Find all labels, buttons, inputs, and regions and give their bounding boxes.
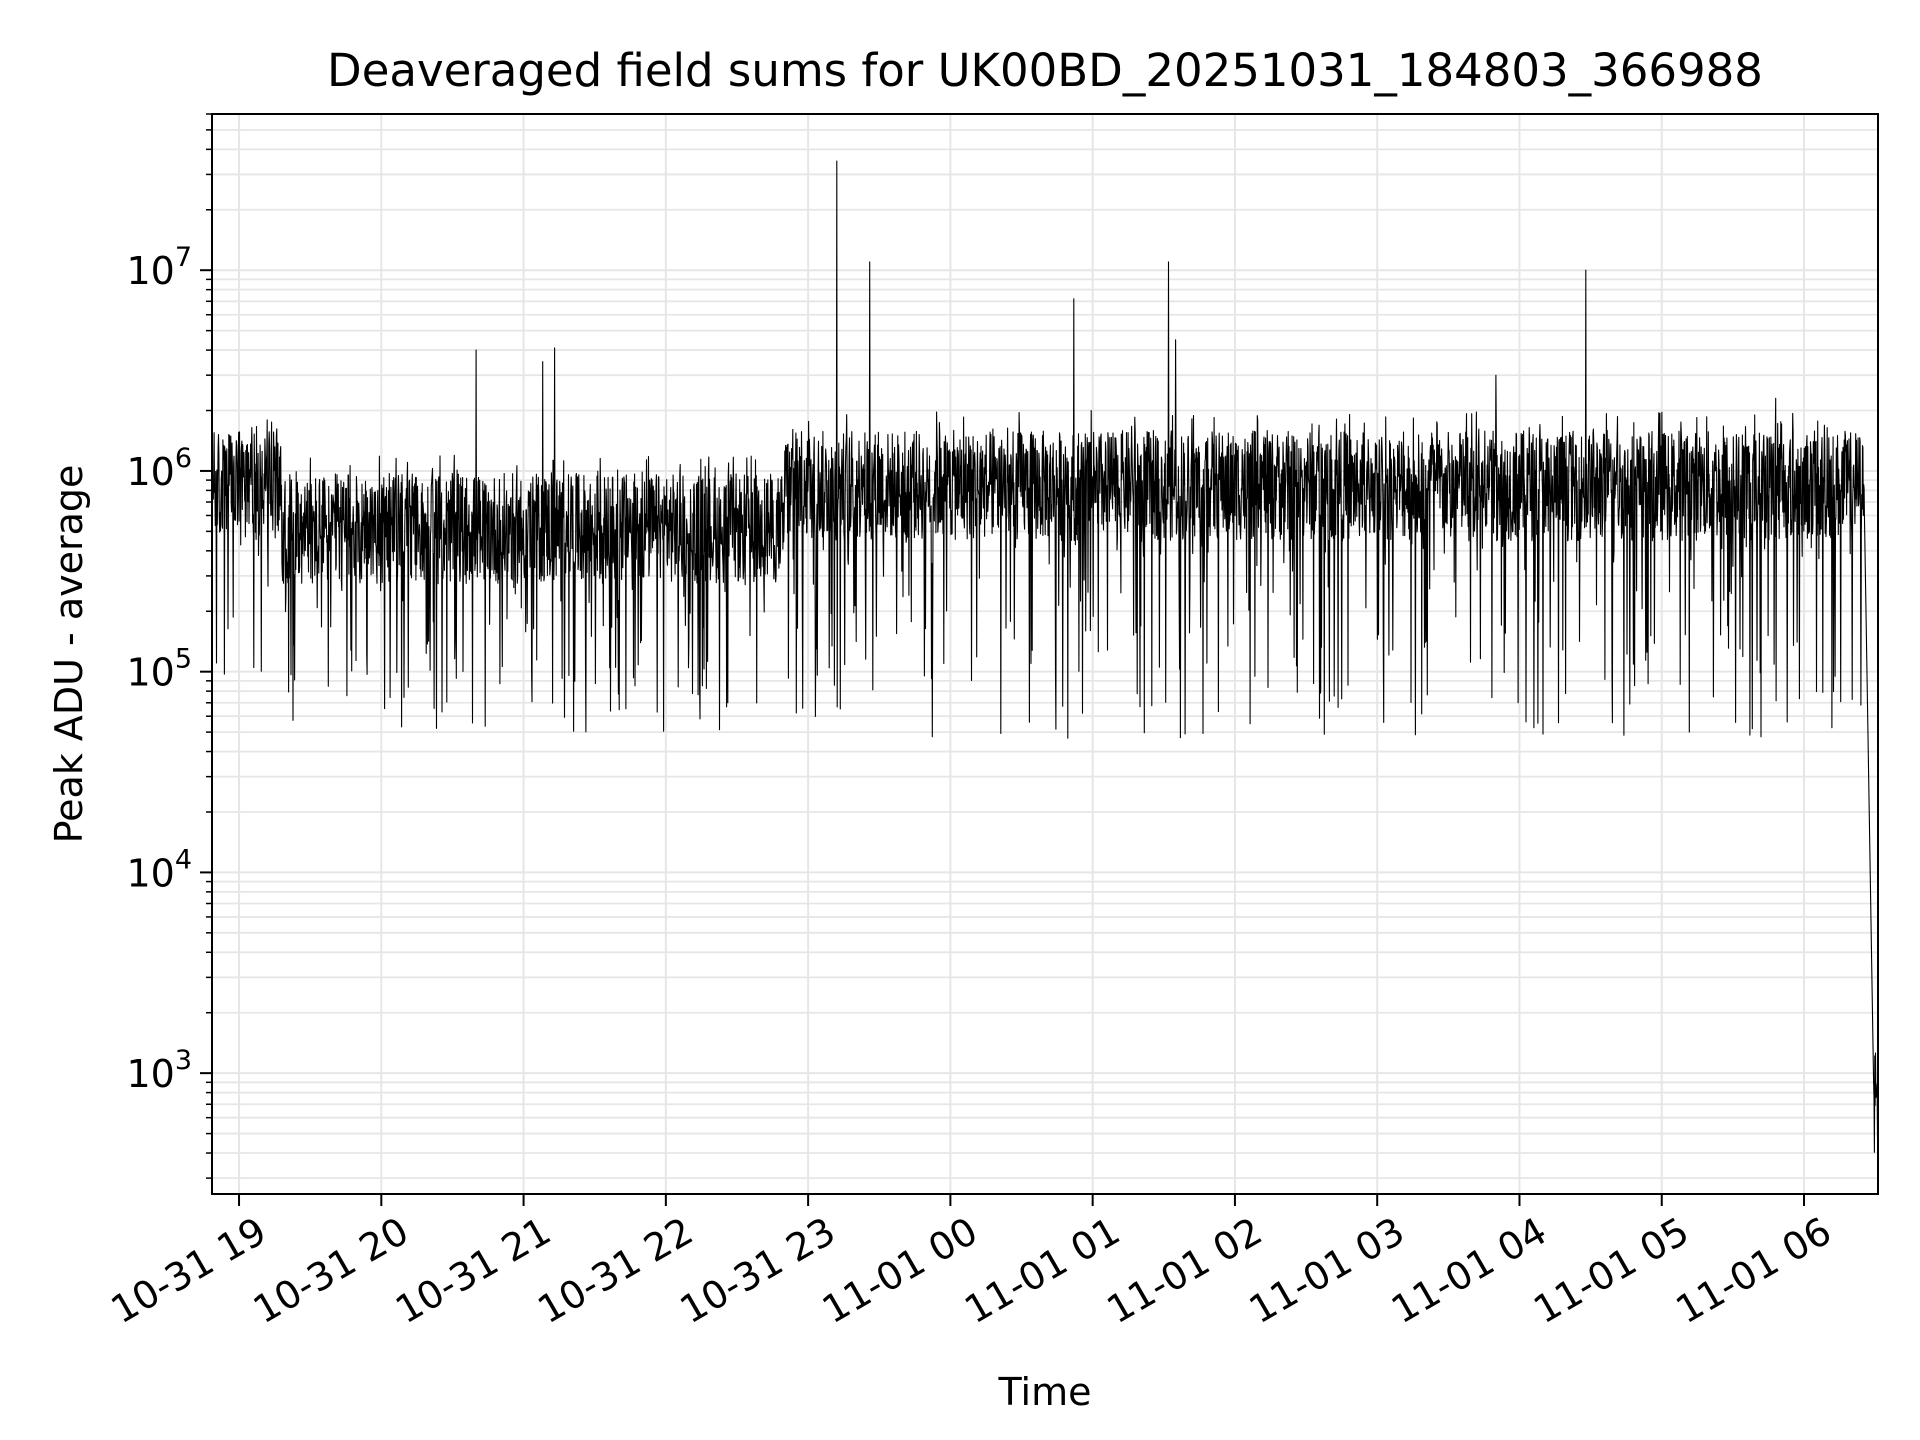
y-tick-label: 107 xyxy=(126,242,192,293)
axis-ticks xyxy=(200,113,1806,1206)
x-axis-label: Time xyxy=(998,1370,1092,1414)
chart-title: Deaveraged field sums for UK00BD_2025103… xyxy=(327,44,1763,97)
series-line xyxy=(212,160,1879,1153)
y-tick-label: 103 xyxy=(126,1045,192,1096)
plot-frame xyxy=(211,113,1879,1195)
y-tick-label: 106 xyxy=(126,443,192,494)
y-tick-label: 104 xyxy=(126,844,192,895)
data-series xyxy=(212,160,1879,1153)
y-axis-label: Peak ADU - average xyxy=(47,465,91,844)
y-tick-label: 105 xyxy=(126,644,192,695)
